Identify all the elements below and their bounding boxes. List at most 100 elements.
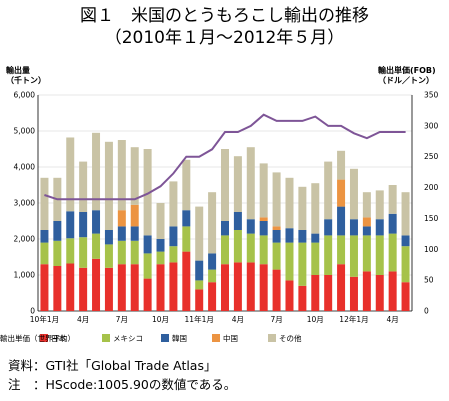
legend-label: その他 [279, 333, 302, 343]
bar-韓国 [53, 221, 62, 241]
bar-メキシコ [40, 242, 49, 265]
bar-日本 [246, 262, 255, 311]
bar-中国 [272, 226, 281, 230]
bar-韓国 [233, 212, 242, 230]
bar-韓国 [285, 228, 294, 243]
legend-swatch [102, 334, 110, 342]
bar-中国 [130, 204, 139, 227]
x-tick-label: 11年1月 [185, 314, 214, 324]
bar-中国 [117, 210, 126, 227]
y-right-tick-label: 250 [424, 152, 439, 161]
bar-その他 [40, 177, 49, 230]
bar-メキシコ [259, 235, 268, 265]
y-right-tick-label: 300 [424, 121, 439, 130]
bar-韓国 [362, 226, 371, 236]
bar-その他 [362, 192, 371, 218]
bar-日本 [221, 264, 229, 311]
bar-メキシコ [182, 226, 191, 252]
source-note: 資料：GTI社「Global Trade Atlas」 [8, 358, 217, 373]
bar-日本 [208, 282, 217, 311]
bar-日本 [53, 266, 62, 311]
bar-その他 [143, 149, 152, 236]
bar-その他 [79, 161, 88, 212]
y-right-tick-label: 50 [424, 276, 434, 285]
legend-label: 韓国 [172, 333, 187, 343]
bar-その他 [388, 185, 397, 214]
bar-韓国 [143, 235, 152, 254]
y-left-tick-label: 3,000 [14, 199, 36, 208]
bar-日本 [401, 282, 410, 311]
bar-韓国 [92, 210, 101, 234]
legend-swatch [212, 334, 220, 342]
bar-日本 [272, 269, 281, 311]
y-left-tick-label: 6,000 [14, 91, 36, 100]
bar-メキシコ [53, 240, 62, 266]
bar-日本 [66, 263, 75, 311]
bar-その他 [182, 159, 191, 211]
y-right-tick-label: 350 [424, 91, 439, 100]
bar-メキシコ [401, 246, 410, 283]
bar-韓国 [169, 226, 178, 247]
bar-その他 [221, 149, 229, 221]
bar-メキシコ [104, 244, 113, 268]
bar-韓国 [337, 206, 346, 236]
bar-日本 [285, 280, 294, 311]
bar-メキシコ [143, 253, 152, 279]
y-left-tick-label: 4,000 [14, 163, 36, 172]
x-tick-label: 4月 [77, 315, 89, 324]
bar-韓国 [130, 226, 139, 241]
bar-韓国 [182, 210, 191, 227]
bar-日本 [259, 264, 268, 311]
bar-日本 [298, 285, 307, 311]
bar-メキシコ [66, 238, 75, 264]
y-left-tick-label: 1,000 [14, 271, 36, 280]
bar-その他 [156, 203, 165, 239]
y-left-tick-label: 5,000 [14, 127, 36, 136]
bar-メキシコ [349, 235, 358, 277]
bar-韓国 [79, 212, 88, 238]
x-tick-label: 4月 [232, 315, 244, 324]
y-right-tick-label: 0 [424, 307, 429, 316]
bar-その他 [169, 181, 178, 227]
y-right-tick-label: 200 [424, 183, 439, 192]
bar-その他 [246, 147, 255, 220]
legend-label: メキシコ [113, 334, 143, 343]
bar-メキシコ [79, 237, 88, 268]
bar-メキシコ [246, 233, 255, 263]
x-tick-label: 10年1月 [30, 314, 59, 324]
bar-日本 [388, 271, 397, 311]
bar-メキシコ [285, 242, 294, 281]
bar-メキシコ [324, 235, 333, 275]
bar-日本 [375, 275, 384, 311]
bar-日本 [156, 264, 165, 311]
legend-label: 中国 [223, 333, 238, 343]
bar-韓国 [221, 221, 229, 236]
bar-その他 [375, 190, 384, 220]
bar-メキシコ [375, 235, 384, 275]
bar-韓国 [375, 219, 384, 236]
bar-メキシコ [92, 233, 101, 259]
bar-その他 [195, 206, 204, 261]
bar-日本 [40, 264, 49, 311]
y-left-tick-label: 0 [30, 307, 35, 316]
bar-韓国 [388, 213, 397, 234]
bar-韓国 [246, 219, 255, 234]
bar-韓国 [104, 230, 113, 245]
x-tick-label: 10月 [152, 315, 169, 324]
bar-メキシコ [337, 235, 346, 265]
bar-日本 [117, 264, 126, 311]
bar-その他 [349, 168, 358, 220]
x-tick-label: 10月 [307, 315, 324, 324]
left-axis-unit-label: 輸出量 （千トン） [6, 66, 46, 85]
bar-韓国 [195, 260, 204, 281]
x-tick-label: 12年1月 [339, 314, 368, 324]
bar-韓国 [272, 230, 281, 243]
bar-その他 [233, 156, 242, 212]
bar-メキシコ [388, 233, 397, 272]
bar-韓国 [208, 253, 217, 270]
legend-label: 輸出単価（世界平均） [0, 333, 75, 343]
y-right-tick-label: 150 [424, 214, 439, 223]
bar-その他 [130, 147, 139, 205]
bar-中国 [259, 217, 268, 221]
x-tick-label: 4月 [387, 315, 399, 324]
